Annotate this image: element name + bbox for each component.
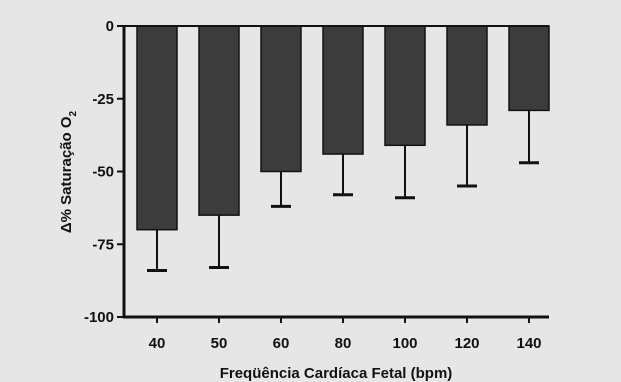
x-tick-label-80: 80	[335, 335, 352, 352]
y-axis-title-subscript: 2	[68, 110, 79, 116]
y-tick-label-0: 0	[106, 18, 114, 35]
bar-80	[322, 25, 364, 155]
bar-50	[198, 25, 240, 216]
x-tick-label-60: 60	[273, 335, 290, 352]
y-tick-label--75: -75	[92, 236, 114, 253]
bar-120	[446, 25, 488, 126]
plot-area: 40 50 60 80 100 120 140 0 -25 -50 -75 -100	[84, 18, 550, 352]
bar-60	[260, 25, 302, 173]
x-tick-label-50: 50	[211, 335, 228, 352]
x-tick-label-100: 100	[392, 335, 417, 352]
bar-140	[508, 25, 550, 112]
bar-100	[384, 25, 426, 147]
bar-40	[136, 25, 178, 231]
y-tick-label--25: -25	[92, 91, 114, 108]
y-tick-label--100: -100	[84, 309, 114, 326]
x-axis-title: Freqüência Cardíaca Fetal (bpm)	[220, 365, 453, 382]
y-axis-title-main: Δ% Saturação O	[58, 116, 75, 233]
y-axis-title: Δ% Saturação O2	[58, 110, 79, 233]
x-tick-label-140: 140	[516, 335, 541, 352]
y-tick-label--50: -50	[92, 164, 114, 181]
x-tick-label-120: 120	[454, 335, 479, 352]
x-tick-label-40: 40	[149, 335, 166, 352]
